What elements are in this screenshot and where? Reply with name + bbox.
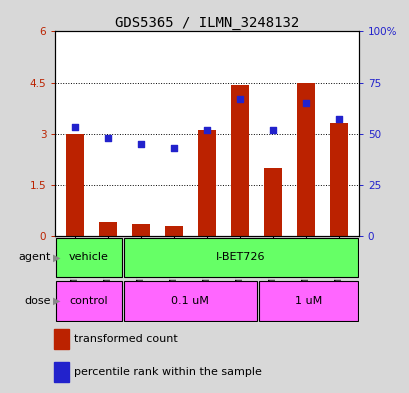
Bar: [263, 168, 281, 236]
Bar: [99, 222, 117, 236]
Text: vehicle: vehicle: [69, 252, 109, 263]
Point: [302, 100, 308, 106]
Bar: [124, 281, 256, 321]
Bar: [124, 237, 357, 277]
Bar: [132, 224, 150, 236]
Bar: [56, 281, 121, 321]
Text: ▶: ▶: [53, 296, 61, 306]
Point: [72, 124, 78, 130]
Text: transformed count: transformed count: [74, 334, 177, 344]
Bar: [329, 123, 347, 236]
Text: control: control: [70, 296, 108, 306]
Bar: [66, 134, 84, 236]
Text: I-BET726: I-BET726: [216, 252, 265, 263]
Bar: [296, 83, 314, 236]
Point: [236, 96, 243, 102]
Text: ▶: ▶: [53, 252, 61, 263]
Point: [105, 134, 111, 141]
Bar: [230, 85, 249, 236]
Bar: [198, 130, 216, 236]
Point: [137, 141, 144, 147]
Bar: [164, 226, 183, 236]
Point: [335, 116, 342, 123]
Bar: [56, 237, 121, 277]
Text: percentile rank within the sample: percentile rank within the sample: [74, 367, 261, 377]
Point: [203, 127, 210, 133]
Point: [171, 145, 177, 151]
Text: 0.1 uM: 0.1 uM: [171, 296, 209, 306]
Bar: [54, 329, 69, 349]
Bar: [258, 281, 357, 321]
Point: [269, 127, 276, 133]
Title: GDS5365 / ILMN_3248132: GDS5365 / ILMN_3248132: [115, 17, 299, 30]
Bar: [54, 362, 69, 382]
Text: dose: dose: [25, 296, 51, 306]
Text: 1 uM: 1 uM: [294, 296, 321, 306]
Text: agent: agent: [19, 252, 51, 263]
